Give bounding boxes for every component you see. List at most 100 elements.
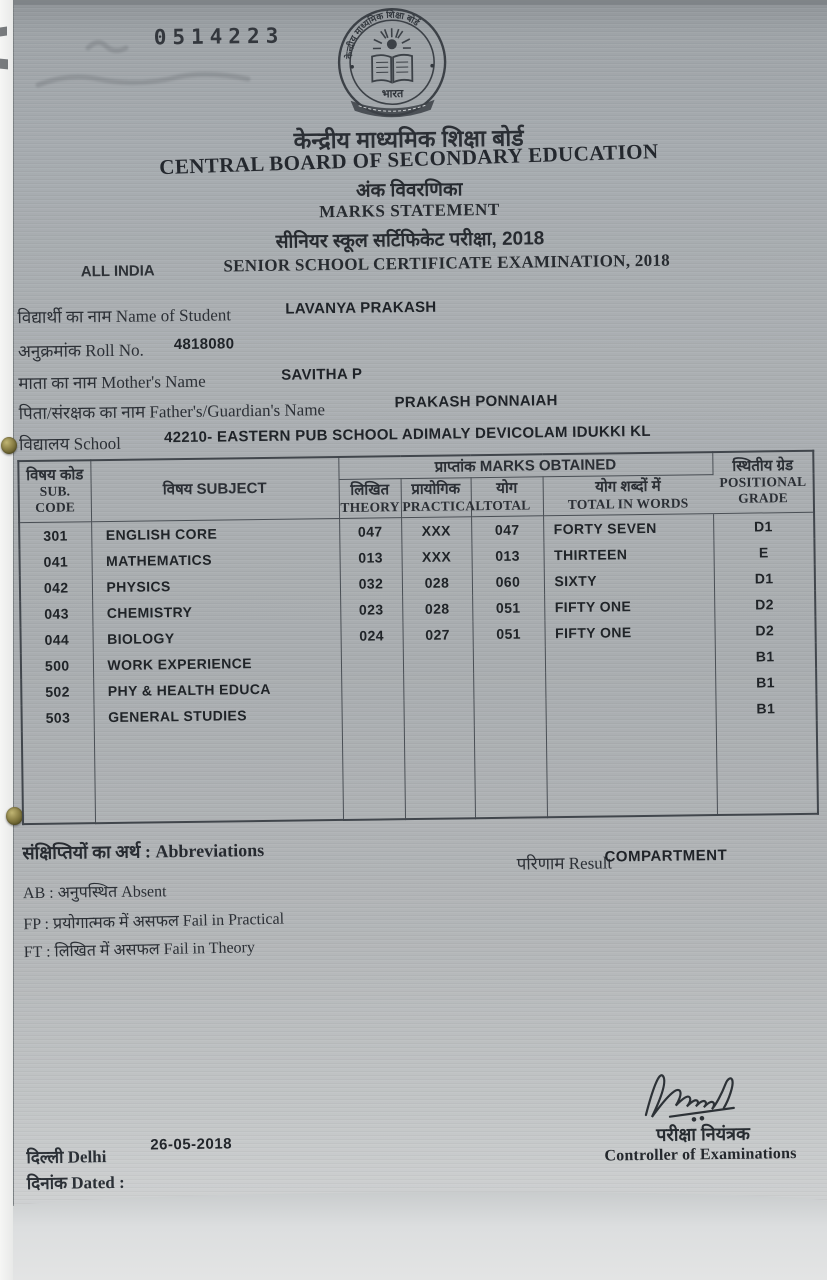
cell-words: FORTY SEVEN xyxy=(543,513,714,542)
school-value: 42210- EASTERN PUB SCHOOL ADIMALY DEVICO… xyxy=(163,422,651,447)
header-subject-label: विषय SUBJECT xyxy=(162,480,267,499)
student-name-label: विद्यार्थी का नाम Name of Student xyxy=(17,305,232,328)
marks-table-body: 301 ENGLISH CORE 047 XXX 047 FORTY SEVEN D1 041… xyxy=(19,512,818,825)
cell-code: 043 xyxy=(20,599,93,627)
header-total-english: TOTAL xyxy=(483,496,531,513)
cell-total: 013 xyxy=(471,541,544,569)
dated-label: दिनांक Dated : xyxy=(26,1172,125,1194)
controller-title-hindi: परीक्षा नियंत्रक xyxy=(656,1123,750,1145)
controller-title-english: Controller of Examinations xyxy=(604,1145,797,1165)
cell-practical: 028 xyxy=(401,568,473,596)
open-book-icon xyxy=(371,53,414,84)
father-name-label: पिता/संरक्षक का नाम Father's/Guardian's … xyxy=(18,400,326,424)
cell-code: 503 xyxy=(21,703,94,731)
cell-grade: D2 xyxy=(755,595,774,613)
cell-code: 042 xyxy=(19,573,93,601)
marks-table: विषय कोड SUB. CODE विषय SUBJECT प्राप्ता… xyxy=(17,449,819,826)
cell-grade: D1 xyxy=(754,569,774,587)
header-practical: प्रायोगिक PRACTICAL xyxy=(400,478,485,518)
cell-grade: E xyxy=(758,544,769,561)
header-words-hindi: योग शब्दों में xyxy=(595,478,661,496)
header-sub-code: विषय कोड SUB. CODE xyxy=(18,460,92,523)
cell-theory: 024 xyxy=(340,621,403,649)
header-grade-hindi: स्थितीय ग्रेड xyxy=(732,457,794,475)
cell-practical: XXX xyxy=(401,516,472,544)
header-subject: विषय SUBJECT xyxy=(90,456,340,522)
header-grade-en1: POSITIONAL xyxy=(719,474,807,491)
abbreviation-fail-theory: FT : लिखित में असफल Fail in Theory xyxy=(23,939,256,962)
header-practical-hindi: प्रायोगिक xyxy=(411,480,461,499)
cell-total xyxy=(473,671,546,699)
cell-theory: 047 xyxy=(339,517,402,545)
all-india-label: ALL INDIA xyxy=(80,262,155,281)
header-theory-hindi: लिखित xyxy=(350,481,390,500)
header-sub-code-hindi: विषय कोड xyxy=(26,466,84,485)
cell-words xyxy=(545,669,716,698)
cell-grade: B1 xyxy=(756,673,775,691)
cell-total xyxy=(472,645,546,673)
student-name-value: LAVANYA PRAKASH xyxy=(285,298,437,318)
empty-cell xyxy=(93,726,344,824)
header-total-in-words: योग शब्दों में TOTAL IN WORDS xyxy=(542,474,714,516)
cell-theory xyxy=(341,699,404,727)
empty-cell xyxy=(545,721,717,818)
date-value: 26-05-2018 xyxy=(150,1135,233,1154)
paper-top-edge xyxy=(13,0,827,5)
paper-pin-icon xyxy=(1,437,17,454)
cell-practical: 028 xyxy=(402,594,473,622)
cell-subject: WORK EXPERIENCE xyxy=(92,648,342,678)
signature-icon xyxy=(644,1074,735,1122)
cell-subject: GENERAL STUDIES xyxy=(93,700,342,730)
cell-subject: MATHEMATICS xyxy=(91,544,340,574)
header-theory: लिखित THEORY xyxy=(338,478,402,519)
paper-bottom-edge xyxy=(0,1192,827,1280)
cell-subject: PHYSICS xyxy=(91,570,341,600)
cell-code: 502 xyxy=(21,677,94,705)
father-name-value: PRAKASH PONNAIAH xyxy=(394,392,558,412)
roll-no-label: अनुक्रमांक Roll No. xyxy=(17,340,144,362)
roll-no-value: 4818080 xyxy=(173,335,235,354)
place-label: दिल्ली Delhi xyxy=(26,1147,107,1168)
cell-theory: 023 xyxy=(340,595,403,623)
logo-country-text: भारत xyxy=(382,88,404,100)
cell-words: THIRTEEN xyxy=(543,539,714,568)
cell-code: 500 xyxy=(20,651,94,679)
cell-theory: 013 xyxy=(339,543,402,571)
cell-total xyxy=(473,697,546,725)
header-grade-en2: GRADE xyxy=(738,490,789,507)
cell-grade: D2 xyxy=(755,621,775,639)
cell-words xyxy=(545,695,716,724)
cell-practical xyxy=(402,646,474,674)
paper-background xyxy=(13,0,827,1206)
school-label: विद्यालय School xyxy=(18,433,122,455)
cell-total: 051 xyxy=(472,619,545,647)
header-total-hindi: योग xyxy=(496,479,518,498)
cell-total: 060 xyxy=(471,567,545,595)
cell-words xyxy=(544,643,716,672)
abbreviation-absent: AB : अनुपस्थित Absent xyxy=(22,883,167,903)
empty-cell xyxy=(473,723,548,819)
header-theory-english: THEORY xyxy=(340,498,400,515)
serial-number: 0514223 xyxy=(153,23,285,50)
cbse-emblem-logo: केन्द्रीय माध्यमिक शिक्षा बोर्ड xyxy=(337,8,447,118)
cell-practical: 027 xyxy=(402,620,473,648)
table-empty-space xyxy=(21,720,818,825)
cell-practical xyxy=(403,698,474,726)
result-value: COMPARTMENT xyxy=(604,846,728,866)
cell-total: 051 xyxy=(472,593,545,621)
header-marks-obtained-label: प्राप्तांक MARKS OBTAINED xyxy=(434,456,617,476)
abbreviations-title: संक्षिप्तियों का अर्थ : Abbreviations xyxy=(22,839,265,864)
header-sub-code-en1: SUB. xyxy=(39,483,71,500)
mother-name-value: SAVITHA P xyxy=(281,365,363,384)
cell-words: FIFTY ONE xyxy=(544,591,715,620)
cell-theory xyxy=(341,673,404,701)
cell-grade: B1 xyxy=(755,647,775,665)
abbreviation-fail-practical: FP : प्रयोगात्मक में असफल Fail in Practi… xyxy=(23,910,285,934)
cell-code: 041 xyxy=(19,547,92,575)
empty-cell xyxy=(341,725,406,820)
torch-sun-icon xyxy=(372,28,411,50)
empty-cell xyxy=(403,724,476,820)
cell-subject: CHEMISTRY xyxy=(92,596,341,626)
cell-grade: B1 xyxy=(756,699,776,717)
